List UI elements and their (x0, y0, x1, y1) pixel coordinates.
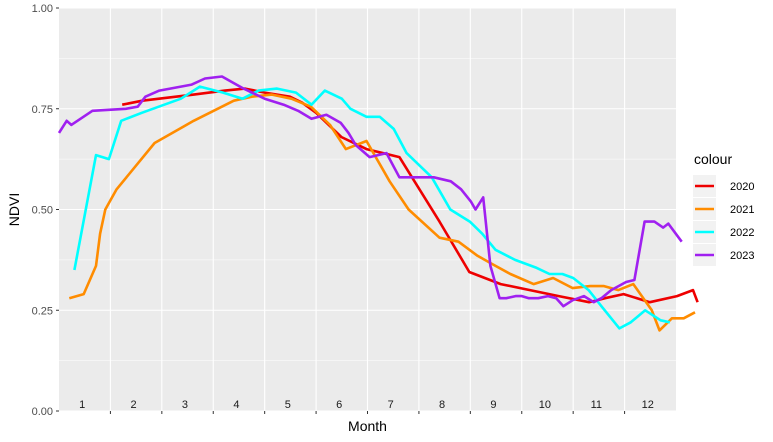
month-label: 4 (233, 399, 239, 411)
x-axis (109, 411, 626, 414)
month-label: 5 (285, 399, 291, 411)
month-label: 1 (79, 399, 85, 411)
series-line-2020 (121, 87, 699, 304)
x-axis-title: Month (348, 418, 387, 434)
y-tick-label: 1.00 (32, 3, 53, 15)
month-label: 7 (388, 399, 394, 411)
month-labels: 1 2 3 4 5 6 7 8 9 10 11 12 (79, 399, 654, 411)
series-layer (57, 75, 699, 332)
month-label: 9 (490, 399, 496, 411)
legend-label-2020: 2020 (730, 181, 754, 193)
series-line-2022 (73, 85, 671, 330)
y-axis-title: NDVI (6, 193, 22, 226)
legend-label-2022: 2022 (730, 227, 754, 239)
y-tick-label: 0.75 (32, 104, 53, 116)
series-line-2021 (68, 93, 696, 332)
y-axis: 0.00 0.25 0.50 0.75 1.00 (32, 3, 59, 418)
legend-title: colour (694, 151, 732, 167)
month-label: 3 (182, 399, 188, 411)
legend: colour 2020 2021 2022 2023 (693, 151, 754, 266)
month-label: 6 (336, 399, 342, 411)
month-label: 10 (539, 399, 551, 411)
legend-label-2023: 2023 (730, 250, 754, 262)
y-tick-label: 0.00 (32, 406, 53, 418)
month-label: 2 (130, 399, 136, 411)
month-label: 11 (591, 399, 602, 411)
month-label: 8 (439, 399, 445, 411)
y-tick-label: 0.25 (32, 305, 53, 317)
y-tick-label: 0.50 (32, 205, 53, 217)
series-line-2023 (57, 75, 683, 308)
month-label: 12 (642, 399, 654, 411)
legend-label-2021: 2021 (730, 204, 754, 216)
